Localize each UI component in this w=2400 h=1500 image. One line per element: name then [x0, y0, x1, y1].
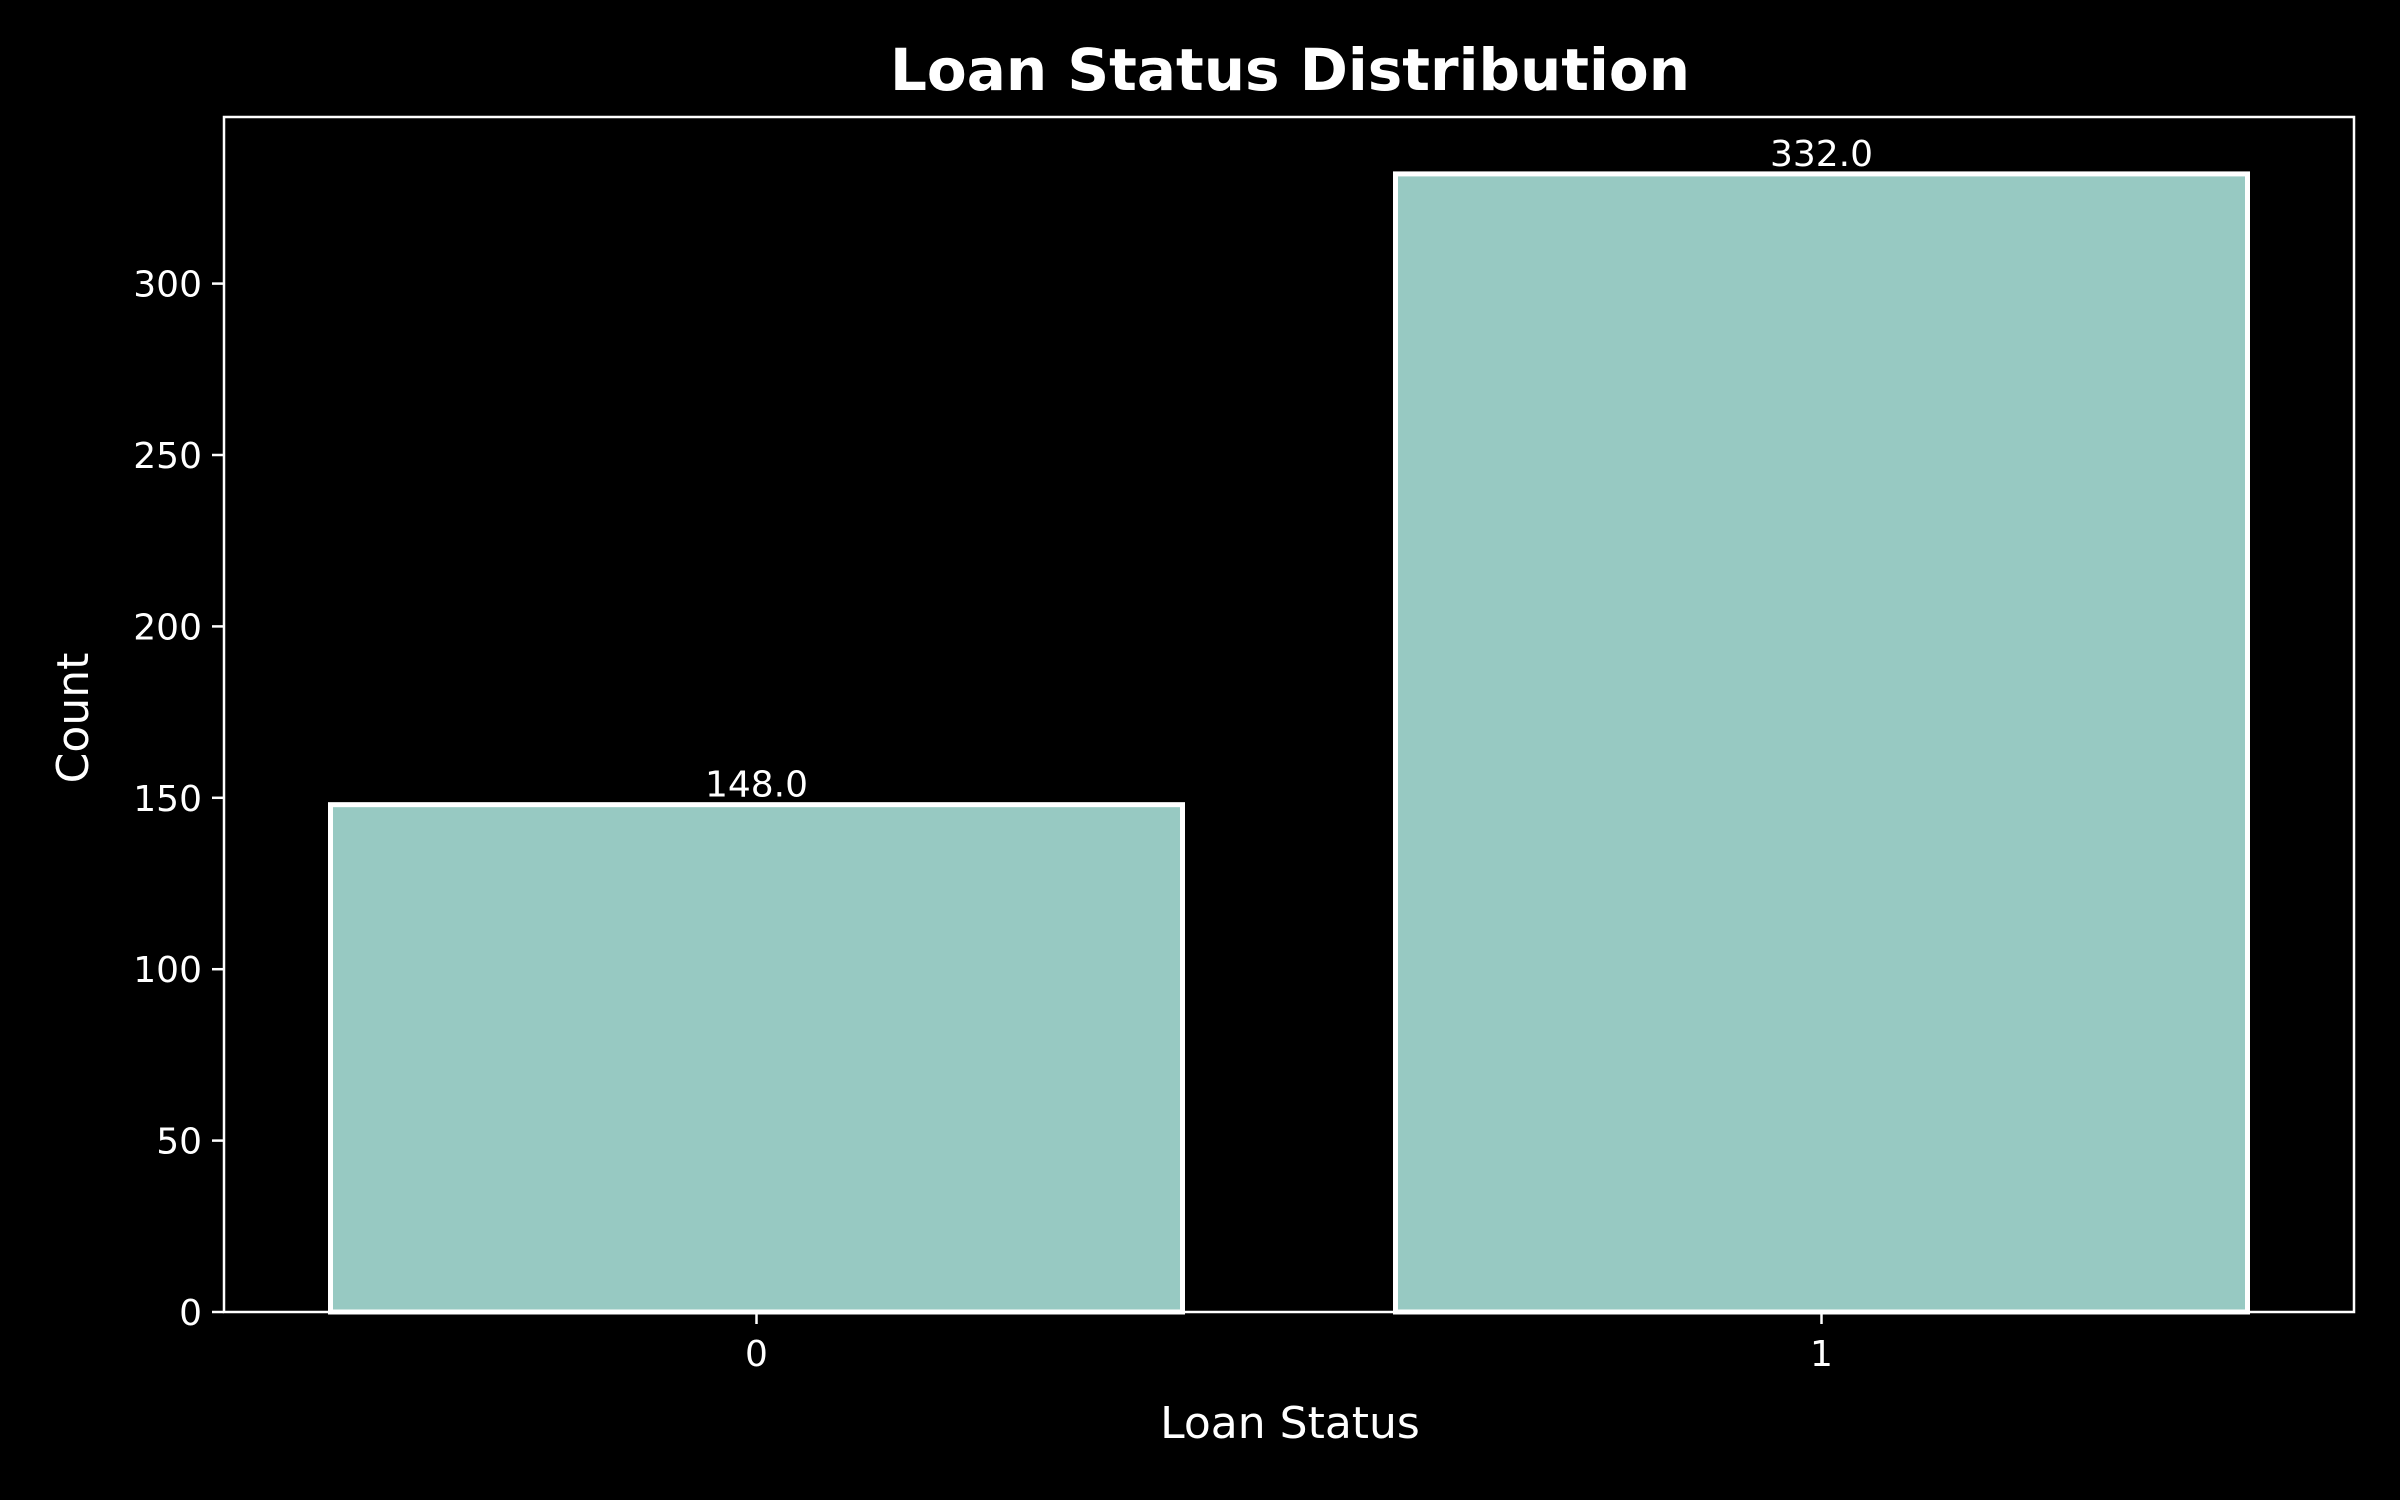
chart-title: Loan Status Distribution: [890, 36, 1690, 104]
x-tick-label-1: 1: [1810, 1334, 1833, 1375]
y-tick-label-0: 0: [179, 1293, 202, 1334]
bar-1: [1393, 171, 2250, 1315]
x-axis-label: Loan Status: [1160, 1398, 1420, 1449]
bars-layer: 148.0 332.0: [328, 134, 2250, 1315]
plot-area-frame: [222, 115, 2356, 1314]
y-tick-label-300: 300: [133, 265, 202, 306]
bar-0: [328, 802, 1185, 1315]
y-tick-label-100: 100: [133, 950, 202, 991]
x-tick-label-0: 0: [745, 1334, 768, 1375]
data-label-1: 332.0: [1770, 134, 1873, 175]
y-axis-label: Count: [48, 653, 99, 784]
y-tick-label-150: 150: [133, 779, 202, 820]
y-tick-label-200: 200: [133, 607, 202, 648]
y-tick-label-250: 250: [133, 436, 202, 477]
data-label-0: 148.0: [705, 765, 808, 806]
y-tick-label-50: 50: [156, 1122, 202, 1163]
y-axis-ticks: 0 50 100 150 200 250 300: [133, 265, 224, 1334]
